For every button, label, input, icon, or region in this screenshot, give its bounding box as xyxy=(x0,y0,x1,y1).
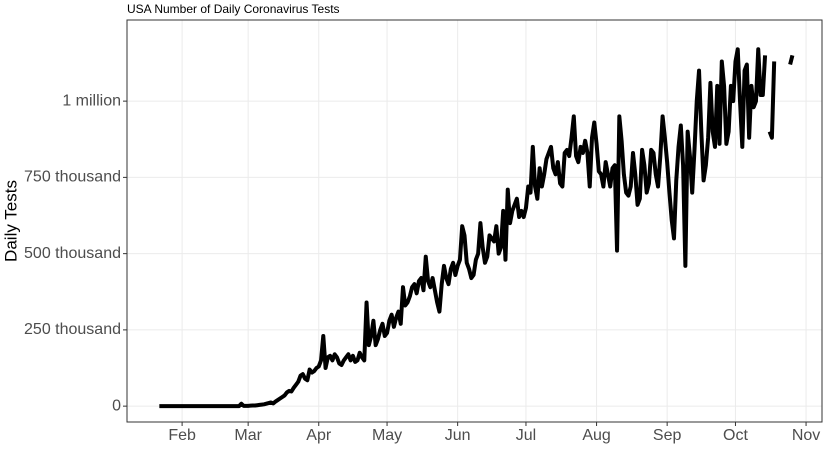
y-tick-label: 1 million xyxy=(62,92,121,109)
x-tick-label: May xyxy=(372,427,402,444)
chart-title: USA Number of Daily Coronavirus Tests xyxy=(127,2,340,16)
x-tick-label: Mar xyxy=(234,427,262,444)
y-axis-title: Daily Tests xyxy=(1,180,20,262)
x-tick-label: Apr xyxy=(306,427,332,444)
x-tick-label: Jun xyxy=(445,427,471,444)
data-line xyxy=(159,47,795,409)
y-tick-label: 750 thousand xyxy=(24,169,121,186)
y-tick-label: 500 thousand xyxy=(24,245,121,262)
plot-background xyxy=(127,20,822,422)
x-tick-label: Oct xyxy=(723,427,748,444)
y-tick-label: 0 xyxy=(112,397,121,414)
x-tick-label: Feb xyxy=(168,427,196,444)
x-tick-label: Jul xyxy=(516,427,536,444)
plot-border xyxy=(126,19,823,423)
x-tick-label: Nov xyxy=(792,427,820,444)
x-tick-label: Sep xyxy=(653,427,682,444)
x-tick-label: Aug xyxy=(582,427,610,444)
y-tick-label: 250 thousand xyxy=(24,321,121,338)
